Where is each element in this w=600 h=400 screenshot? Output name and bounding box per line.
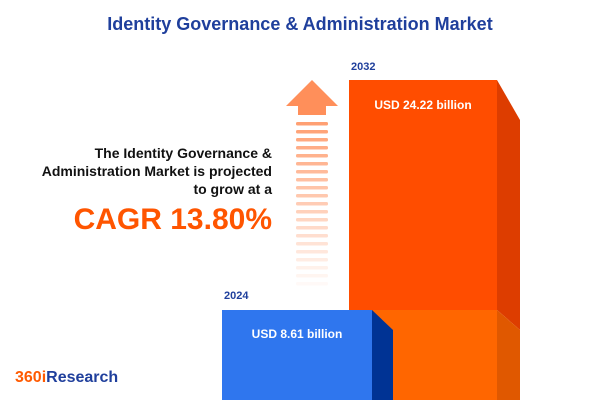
arrow-stripe (296, 250, 328, 254)
arrow-stripe (296, 274, 328, 278)
arrow-stripe (296, 122, 328, 126)
bar-2032 (349, 80, 497, 310)
arrow-stripe (296, 170, 328, 174)
arrow-stripe (296, 154, 328, 158)
bar-2032-lower-side (497, 310, 520, 400)
arrow-stripe (296, 146, 328, 150)
arrow-stripe (296, 194, 328, 198)
arrow-stripe (296, 226, 328, 230)
arrow-stripe (296, 242, 328, 246)
arrow-stripe (296, 210, 328, 214)
description-line: Administration Market is projected (41, 163, 272, 179)
description-line: The Identity Governance & (94, 145, 272, 161)
year-label-2032: 2032 (351, 61, 376, 73)
value-label-2032: USD 24.22 billion (374, 98, 472, 112)
arrow-stripe (296, 258, 328, 262)
arrow-stripe (296, 186, 328, 190)
arrow-stripe (296, 138, 328, 142)
arrow-stripe (296, 282, 328, 286)
description-line: to grow at a (193, 181, 272, 197)
description: The Identity Governance & Administration… (42, 144, 272, 198)
page-title: Identity Governance & Administration Mar… (107, 14, 493, 34)
growth-arrow-icon (286, 80, 338, 286)
arrow-stripe (296, 234, 328, 238)
bar-2024 (222, 310, 372, 400)
arrow-stripe (296, 130, 328, 134)
arrow-stripe (296, 218, 328, 222)
value-label-2024: USD 8.61 billion (251, 327, 343, 341)
year-label-2024: 2024 (224, 290, 249, 302)
logo-part2: Research (46, 369, 119, 386)
cagr-value: CAGR 13.80% (73, 203, 272, 236)
logo: 360iResearch (15, 369, 118, 387)
bar-2032-side (497, 80, 520, 330)
arrow-stripe (296, 202, 328, 206)
logo-part1: 360i (15, 369, 47, 386)
arrow-stripe (296, 266, 328, 270)
arrow-stripe (296, 162, 328, 166)
bar-2024-side (372, 310, 393, 400)
arrow-stripe (296, 178, 328, 182)
